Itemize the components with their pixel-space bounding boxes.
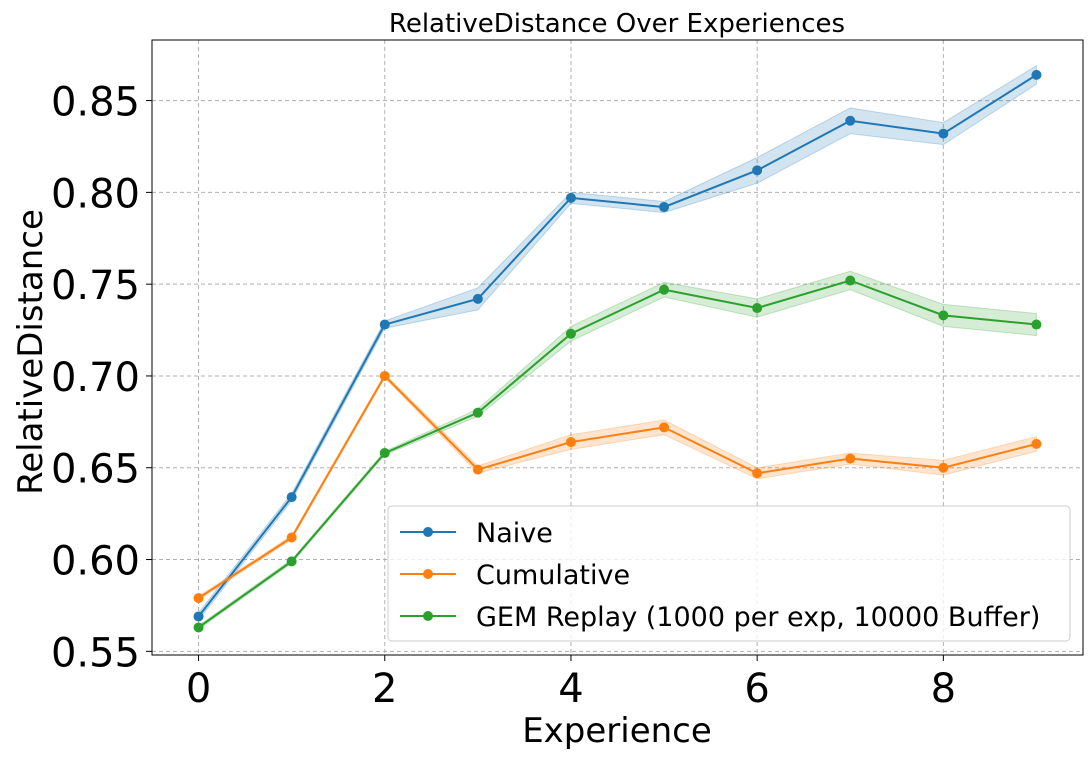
y-tick-label: 0.65 (51, 447, 140, 493)
data-point (286, 532, 297, 543)
plot-frame (151, 39, 1084, 656)
x-tick-label: 0 (186, 666, 211, 712)
data-point (565, 328, 576, 339)
data-point (379, 448, 390, 459)
legend-entry-label: GEM Replay (1000 per exp, 10000 Buffer) (476, 602, 1040, 633)
data-point (938, 310, 949, 321)
y-tick-label: 0.60 (51, 539, 140, 585)
y-tick-label: 0.80 (51, 171, 140, 217)
data-point (472, 407, 483, 418)
y-axis-label: RelativeDistance (11, 209, 51, 495)
data-point (938, 128, 949, 139)
data-point (938, 462, 949, 473)
series-line (197, 279, 1037, 629)
y-axis-ticks: 0.55 0.60 0.65 0.70 0.75 0.80 0.85 (51, 80, 152, 676)
data-point (193, 622, 204, 633)
legend-swatch-marker (423, 569, 433, 579)
confidence-band (198, 270, 1037, 631)
x-tick-label: 8 (931, 666, 956, 712)
series-line (197, 74, 1037, 618)
confidence-bands (198, 64, 1037, 631)
legend-swatch-marker (423, 611, 433, 621)
confidence-band (198, 373, 1037, 601)
data-point (845, 275, 856, 286)
data-point (286, 556, 297, 567)
data-point (659, 284, 670, 295)
data-point (752, 303, 763, 314)
data-point (472, 293, 483, 304)
data-point (565, 437, 576, 448)
y-tick-label: 0.75 (51, 263, 140, 309)
legend-entry-label: Cumulative (476, 560, 630, 591)
data-point (286, 492, 297, 503)
data-point (752, 165, 763, 176)
data-point (659, 422, 670, 433)
legend-box (387, 505, 1071, 642)
data-point (472, 464, 483, 475)
legend-swatch-marker (423, 527, 433, 537)
chart-title: RelativeDistance Over Experiences (389, 9, 845, 39)
data-point (193, 611, 204, 622)
x-axis-label: Experience (522, 711, 712, 751)
series-line (198, 374, 1037, 599)
legend-entry-label: Naive (476, 518, 553, 549)
data-point (1031, 319, 1042, 330)
x-tick-label: 6 (744, 666, 769, 712)
data-point (565, 192, 576, 203)
x-axis-ticks: 0 2 4 6 8 (186, 655, 956, 712)
x-tick-label: 4 (558, 666, 583, 712)
data-point (379, 319, 390, 330)
series-markers (193, 69, 1042, 633)
series-lines (197, 74, 1037, 629)
data-point (193, 593, 204, 604)
data-point (752, 468, 763, 479)
x-tick-label: 2 (372, 666, 397, 712)
data-point (845, 453, 856, 464)
y-tick-label: 0.55 (51, 630, 140, 676)
y-tick-label: 0.70 (51, 355, 140, 401)
data-point (1031, 69, 1042, 80)
confidence-band (198, 64, 1037, 622)
y-tick-label: 0.85 (51, 80, 140, 126)
legend: Naive Cumulative GEM Replay (1000 per exp,… (387, 505, 1071, 642)
data-point (659, 202, 670, 213)
data-point (379, 370, 390, 381)
data-point (1031, 438, 1042, 449)
data-point (845, 115, 856, 126)
